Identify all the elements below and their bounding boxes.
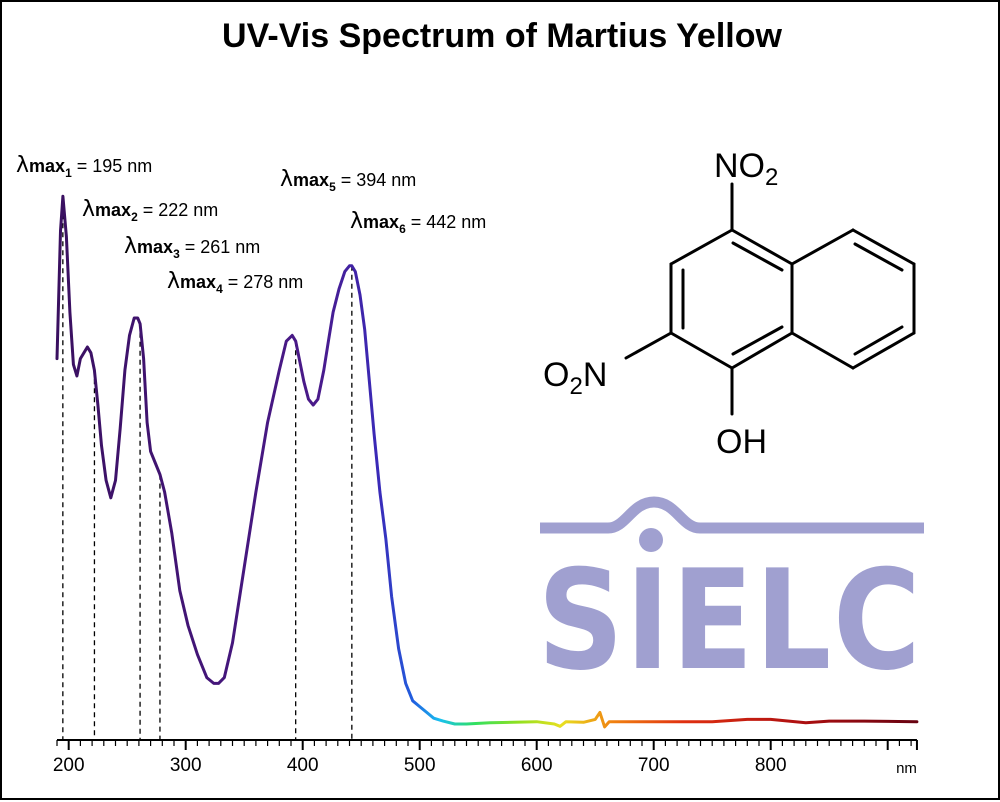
peak-value: = 394 nm <box>336 170 417 190</box>
sielc-logo: SIELC <box>538 496 924 701</box>
peak-index: 6 <box>399 222 406 236</box>
lambda-symbol: λ <box>350 209 363 234</box>
bond <box>731 241 784 272</box>
peak-index: 3 <box>173 247 180 261</box>
nitro-group-top: NO2 <box>714 147 778 191</box>
bond <box>790 331 855 370</box>
spectrum-line <box>55 194 919 729</box>
bond <box>669 228 734 266</box>
peak-value: = 222 nm <box>138 200 219 220</box>
peak-index: 4 <box>216 282 223 296</box>
x-tick-label: 400 <box>287 755 319 776</box>
max-label: max <box>95 200 131 220</box>
plot-area <box>55 194 919 729</box>
max-label: max <box>363 212 399 232</box>
x-tick-label: 300 <box>170 755 202 776</box>
max-label: max <box>29 156 65 176</box>
max-label: max <box>180 272 216 292</box>
bond <box>669 331 734 370</box>
peak-value: = 278 nm <box>223 272 304 292</box>
bond <box>790 228 855 266</box>
peak-markers <box>62 196 353 740</box>
chart-title: UV-Vis Spectrum of Martius Yellow <box>222 17 782 55</box>
max-label: max <box>137 237 173 257</box>
sielc-logo-text: SIELC <box>538 540 923 701</box>
peak-label: λmax4 = 278 nm <box>167 269 303 296</box>
sielc-logo-dot <box>639 528 663 552</box>
max-label: max <box>293 170 329 190</box>
bond <box>853 242 904 272</box>
x-tick-label: 200 <box>53 755 85 776</box>
x-tick-label: 700 <box>638 755 670 776</box>
bond <box>851 228 916 266</box>
hydroxyl-group: OH <box>716 423 767 461</box>
bond <box>730 228 794 266</box>
peak-label: λmax3 = 261 nm <box>124 234 260 261</box>
lambda-symbol: λ <box>280 167 293 192</box>
lambda-symbol: λ <box>16 153 29 178</box>
sielc-logo-arc <box>540 496 924 534</box>
peak-label: λmax1 = 195 nm <box>16 153 152 180</box>
bond <box>853 325 904 356</box>
peak-label: λmax6 = 442 nm <box>350 209 486 236</box>
peak-index: 5 <box>329 180 336 194</box>
martius-yellow-structure <box>624 182 916 416</box>
nitro-group-left: O2N <box>543 356 607 400</box>
peak-index: 2 <box>131 210 138 224</box>
bond <box>851 331 916 370</box>
peak-value: = 442 nm <box>406 212 487 232</box>
peak-label: λmax2 = 222 nm <box>82 197 218 224</box>
lambda-symbol: λ <box>82 197 95 222</box>
peak-value: = 261 nm <box>180 237 261 257</box>
peak-label: λmax5 = 394 nm <box>280 167 416 194</box>
x-tick-label: 800 <box>755 755 787 776</box>
x-axis-unit-label: nm <box>896 760 917 777</box>
bond <box>731 325 784 356</box>
peak-value: = 195 nm <box>72 156 153 176</box>
x-axis: 200 300 400 500 600 700 800 nm <box>53 739 918 777</box>
lambda-symbol: λ <box>167 269 180 294</box>
bond <box>624 331 673 360</box>
peak-index: 1 <box>65 166 72 180</box>
bond <box>730 331 794 370</box>
x-tick-label: 600 <box>521 755 553 776</box>
lambda-symbol: λ <box>124 234 137 259</box>
x-tick-label: 500 <box>404 755 436 776</box>
